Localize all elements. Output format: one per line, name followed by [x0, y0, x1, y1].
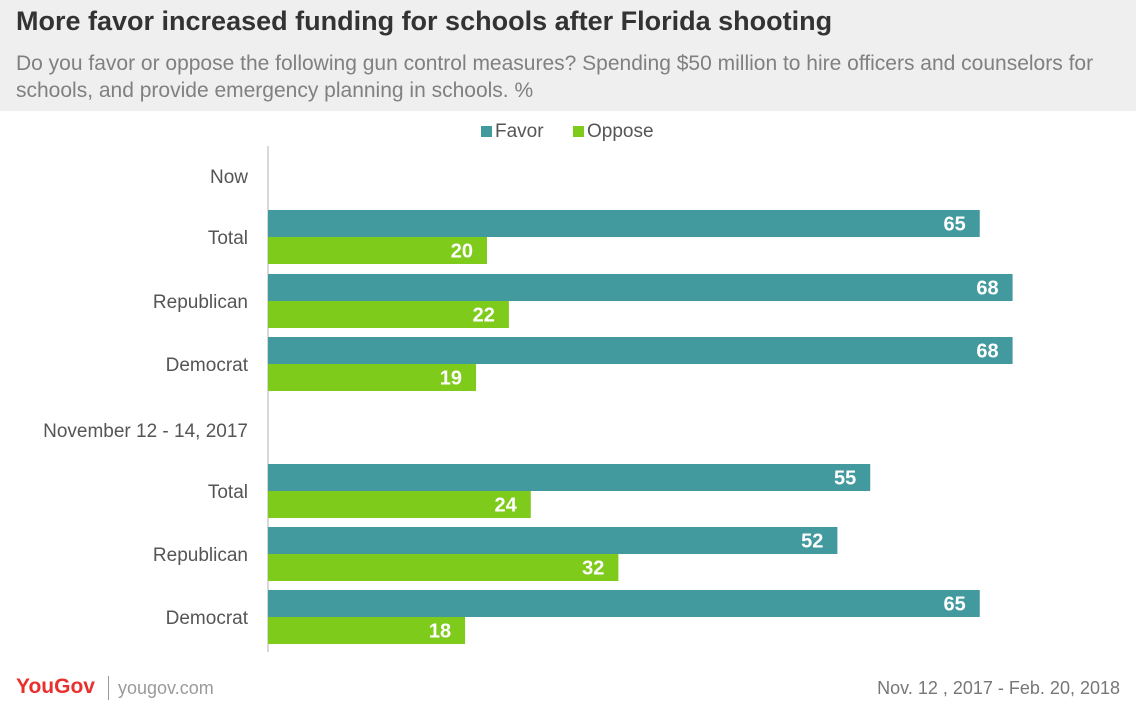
bar-oppose [268, 554, 619, 581]
bar-chart: Favor Oppose Now Total 65 20 Republican 68 22 Dem… [43, 121, 1013, 652]
bar-oppose [268, 617, 466, 644]
bar-favor [268, 210, 980, 237]
footer-date-range: Nov. 12 , 2017 - Feb. 20, 2018 [877, 678, 1120, 698]
data-label-oppose: 22 [473, 305, 495, 327]
data-label-oppose: 19 [440, 368, 462, 390]
header-band: More favor increased funding for schools… [0, 0, 1136, 111]
data-label-favor: 52 [801, 531, 823, 553]
bar-favor [268, 464, 871, 491]
bar-favor [268, 590, 980, 617]
footer-site-link[interactable]: yougov.com [118, 678, 214, 698]
data-label-oppose: 24 [495, 495, 518, 517]
category-label: Total [208, 228, 248, 249]
data-label-oppose: 32 [582, 558, 604, 580]
bar-oppose [268, 237, 487, 264]
legend-label-oppose: Oppose [587, 121, 654, 142]
bar-oppose [268, 491, 531, 518]
category-label: Republican [153, 545, 248, 566]
bar-oppose [268, 301, 509, 328]
data-label-favor: 68 [976, 278, 998, 300]
bar-favor [268, 527, 838, 554]
data-label-favor: 65 [944, 214, 966, 236]
data-label-favor: 68 [976, 341, 998, 363]
bar-favor [268, 337, 1013, 364]
category-label: Republican [153, 292, 248, 313]
data-label-oppose: 18 [429, 621, 451, 643]
group-label: November 12 - 14, 2017 [43, 421, 248, 442]
bar-favor [268, 274, 1013, 301]
category-label: Total [208, 482, 248, 503]
footer-divider [108, 676, 109, 700]
group-label: Now [210, 167, 248, 188]
legend-label-favor: Favor [495, 121, 544, 142]
chart-subtitle: Do you favor or oppose the following gun… [16, 52, 1094, 102]
data-label-oppose: 20 [451, 241, 473, 263]
legend-swatch-favor [481, 126, 492, 137]
category-label: Democrat [166, 355, 249, 376]
data-label-favor: 55 [834, 468, 856, 490]
category-label: Democrat [166, 608, 249, 629]
bar-oppose [268, 364, 477, 391]
yougov-logo: YouGov [16, 675, 95, 698]
data-label-favor: 65 [944, 594, 966, 616]
chart-title: More favor increased funding for schools… [16, 6, 833, 36]
legend-swatch-oppose [573, 126, 584, 137]
